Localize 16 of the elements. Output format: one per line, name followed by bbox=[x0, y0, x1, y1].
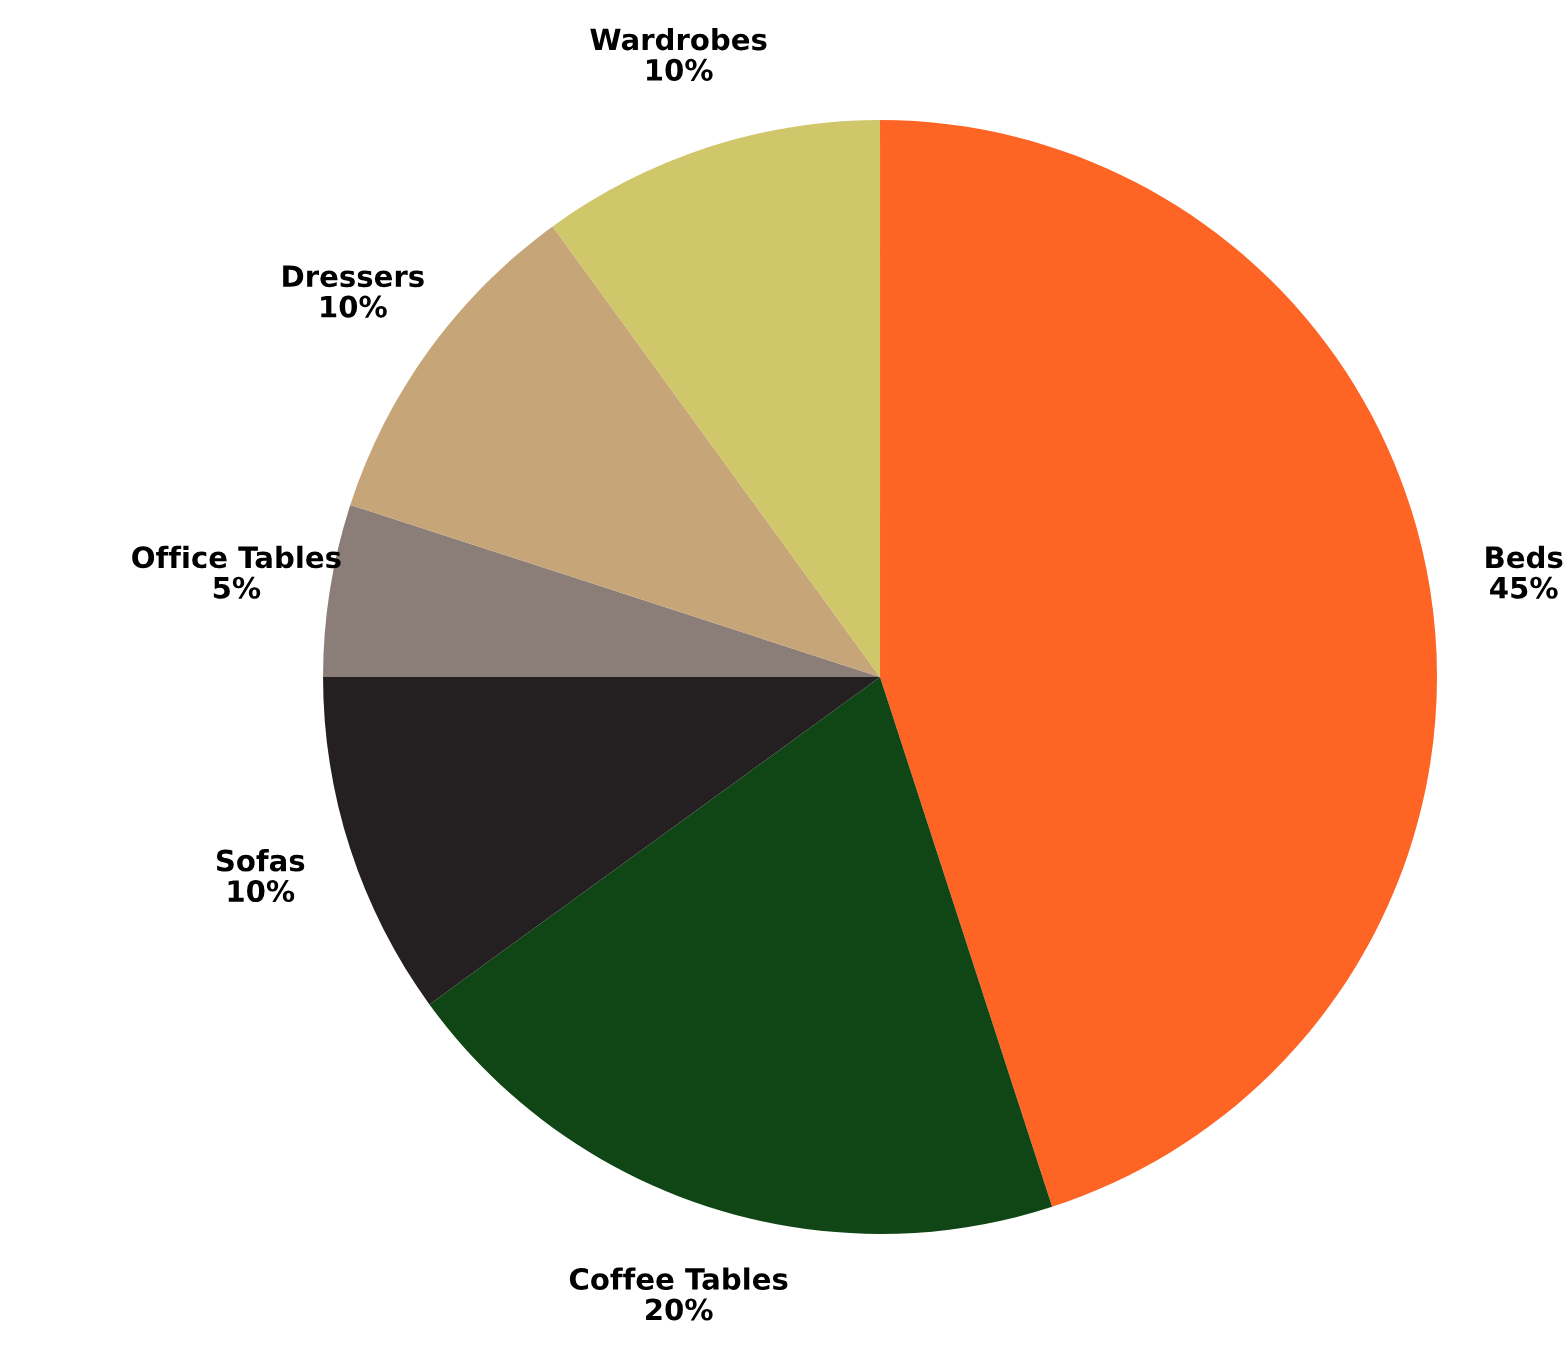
slice-label: Coffee Tables bbox=[569, 1267, 788, 1291]
slice-label: Office Tables bbox=[132, 545, 341, 569]
slice-label: Wardrobes bbox=[590, 27, 767, 51]
data-label: 10% bbox=[228, 880, 295, 903]
data-label: 10% bbox=[647, 58, 713, 81]
slice-label: Beds bbox=[1486, 545, 1563, 569]
slice-label: Sofas bbox=[216, 849, 305, 872]
pie-slice bbox=[880, 120, 1437, 1207]
data-label: 10% bbox=[321, 295, 387, 318]
data-label: 20% bbox=[646, 1298, 713, 1321]
pie-slice bbox=[323, 677, 881, 1005]
data-label: 45% bbox=[1490, 576, 1558, 599]
pie-slice bbox=[552, 120, 881, 677]
slice-label: Dressers bbox=[283, 265, 424, 288]
pie-slice bbox=[429, 677, 1053, 1234]
data-label: 5% bbox=[213, 576, 261, 599]
